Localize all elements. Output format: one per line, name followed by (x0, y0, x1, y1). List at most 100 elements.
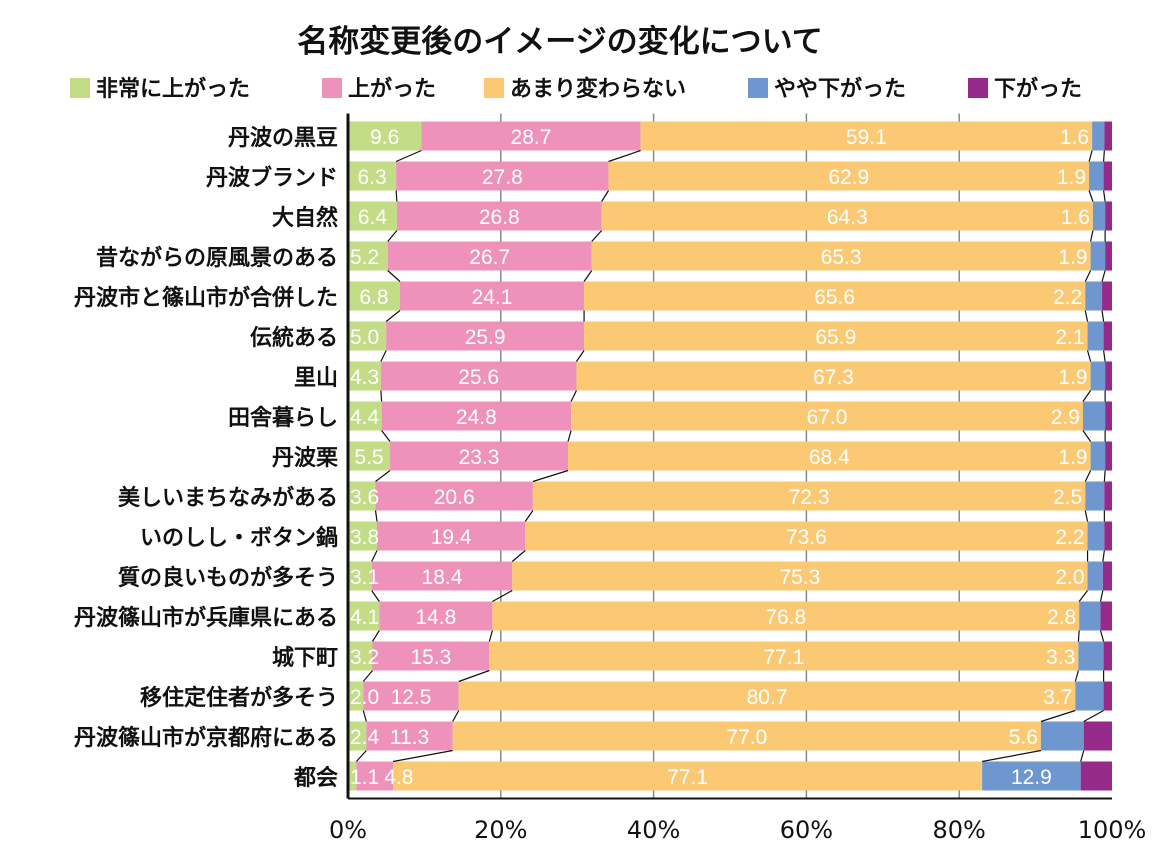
connector-line (380, 390, 383, 402)
x-tick-label: 100% (1078, 816, 1147, 844)
bar-segment (348, 321, 387, 351)
data-label: 26.7 (469, 246, 510, 269)
bar-segment (1104, 521, 1112, 551)
connector-line (395, 190, 398, 202)
legend-swatch (748, 78, 768, 98)
data-label: 3.2 (350, 646, 379, 669)
bar-segment (1105, 441, 1112, 471)
bar-segment (1089, 161, 1104, 191)
bar-segment (1087, 321, 1104, 351)
bar-segment (1075, 681, 1104, 711)
bar-segment (348, 721, 367, 751)
data-label: 5.2 (350, 246, 379, 269)
bar-segment (1104, 481, 1112, 511)
connector-line (492, 589, 513, 603)
connector-line (488, 630, 493, 642)
connector-line (1084, 470, 1092, 482)
bar-segment (1102, 561, 1112, 591)
bar-segment (348, 561, 372, 591)
category-label: 城下町 (272, 645, 338, 671)
connector-line (1088, 150, 1093, 162)
category-labels: 丹波の黒豆丹波ブランド大自然昔ながらの原風景のある丹波市と篠山市が合併した伝統あ… (74, 126, 338, 791)
bar-segment (348, 161, 397, 191)
data-label: 6.3 (357, 166, 386, 189)
bar-segment (1105, 361, 1112, 391)
connector-line (387, 230, 398, 242)
data-label: 64.3 (827, 206, 868, 229)
data-label: 1.6 (1060, 126, 1089, 149)
connector-line (1099, 590, 1104, 602)
bar-segment (399, 281, 585, 311)
connector-line (608, 149, 641, 163)
category-label: 大自然 (272, 205, 338, 231)
data-label: 67.0 (807, 406, 848, 429)
bar-segment (1079, 601, 1101, 631)
bar-segment (348, 601, 380, 631)
bar-segment (421, 121, 641, 151)
bar-segment (1083, 721, 1112, 751)
legend-label: 非常に上がった (96, 76, 250, 102)
bar-segment (363, 681, 459, 711)
connector-line (374, 510, 378, 522)
connector-line (458, 669, 490, 683)
category-label: 里山 (294, 366, 338, 391)
data-label: 1.9 (1058, 446, 1087, 469)
connector-line (511, 550, 526, 562)
connector-line (362, 710, 367, 722)
data-label: 24.8 (456, 406, 497, 429)
connector-line (1086, 350, 1092, 362)
category-label: 都会 (293, 765, 338, 791)
data-label: 1.9 (1057, 166, 1086, 189)
connector-line (395, 149, 422, 163)
data-label: 14.8 (415, 606, 456, 629)
connector-line (1080, 750, 1085, 762)
bar-segment (1085, 481, 1105, 511)
connector-line (1077, 630, 1080, 642)
data-label: 4.1 (350, 606, 379, 629)
data-label: 65.3 (821, 246, 862, 269)
legend-swatch (484, 78, 504, 98)
connector-line (392, 749, 453, 763)
bar-segment (525, 521, 1088, 551)
category-label: 移住定住者が多そう (140, 685, 338, 711)
data-label: 2.0 (350, 686, 379, 709)
bar-segment (396, 161, 609, 191)
data-label: 62.9 (828, 166, 869, 189)
bar-segment (492, 601, 1080, 631)
x-axis: 0% 20% 40% 60% 80% 100% (329, 113, 1147, 844)
bar-segment (982, 761, 1081, 791)
data-label: 3.6 (350, 486, 379, 509)
bar-segment (1085, 281, 1103, 311)
data-label: 3.1 (350, 566, 379, 589)
data-label: 9.6 (370, 126, 399, 149)
legend-label: 下がった (994, 76, 1082, 102)
bar-segment (1078, 641, 1104, 671)
bar-segment (348, 441, 391, 471)
connector-line (1103, 190, 1106, 202)
data-label: 12.5 (391, 686, 432, 709)
bar-segment (1090, 441, 1106, 471)
connector-line (575, 350, 585, 362)
data-label: 4.3 (350, 366, 379, 389)
x-tick-label: 0% (329, 816, 367, 844)
legend-swatch (70, 78, 90, 98)
connector-line (375, 470, 391, 482)
bar-segment (1104, 121, 1112, 151)
bar-segment (348, 761, 357, 791)
data-label: 2.8 (1047, 606, 1076, 629)
connector-line (371, 630, 380, 642)
bar-segment (1105, 241, 1112, 271)
connector-line (381, 430, 391, 442)
data-label: 76.8 (765, 606, 806, 629)
connector-line (1082, 430, 1092, 442)
data-label: 73.6 (786, 526, 827, 549)
bar-segment (1092, 201, 1106, 231)
data-label: 80.7 (747, 686, 788, 709)
data-label: 3.8 (350, 526, 379, 549)
data-label: 24.1 (472, 286, 513, 309)
connector-line (1040, 709, 1076, 723)
connector-line (532, 469, 569, 483)
data-label: 12.9 (1011, 766, 1052, 789)
category-label: 丹波の黒豆 (228, 126, 338, 151)
bar-segment (591, 241, 1091, 271)
